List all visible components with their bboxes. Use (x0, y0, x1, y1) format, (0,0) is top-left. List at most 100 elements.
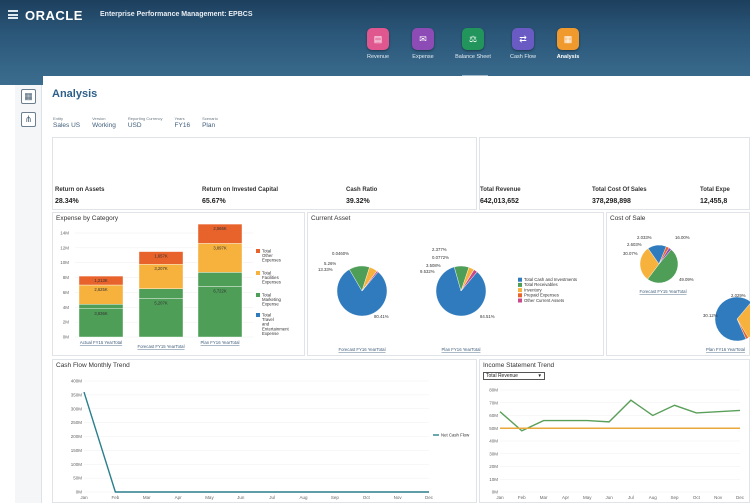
pov-label: Years (174, 116, 185, 121)
pie-slice[interactable] (647, 249, 679, 284)
kpi-panel-left (52, 137, 477, 210)
nav-card-strip: ▤ Revenue ✉ Expense ⚖ Balance Sheet ⇄ Ca… (360, 28, 595, 60)
pov-label: Version (92, 116, 106, 121)
expense-by-category-panel: Expense by Category 0M 2M 4M 6M 8M 10M 12M 14M … (52, 212, 305, 356)
expense-icon: ✉ (412, 28, 434, 50)
legend-label: Total (262, 313, 271, 318)
nav-card-revenue[interactable]: ▤ Revenue (360, 28, 396, 60)
x-tick-label: Oct (363, 495, 371, 500)
nav-card-expense[interactable]: ✉ Expense (405, 28, 441, 60)
current-asset-panel: Current Asset 80.41% 13.33% 5.26% 0.0460% Fo… (307, 212, 604, 356)
y-tick-label: 30M (489, 451, 498, 456)
nav-card-analysis[interactable]: ▦ Analysis (550, 28, 586, 60)
x-tick-label: Jun (237, 495, 245, 500)
legend-label: Travel (262, 317, 274, 322)
pov-value: USD (127, 122, 142, 129)
bar-segment[interactable] (138, 251, 184, 265)
pie-slice[interactable] (658, 247, 672, 265)
x-tick-label: Mar (540, 495, 548, 500)
x-tick-label: Sep (671, 495, 680, 500)
dashboard-grid-icon[interactable]: ▦ (21, 89, 36, 104)
bar-segment[interactable] (138, 298, 184, 338)
legend-label: Other (262, 253, 273, 258)
panel-title: Cash Flow Monthly Trend (56, 362, 130, 369)
x-tick-label: Dec (736, 495, 745, 500)
pie-slice[interactable] (460, 269, 478, 292)
pov-years[interactable]: Years FY16 (175, 116, 191, 129)
legend-label: Other Current Assets (524, 298, 564, 303)
legend-label: Net Cash Flow (441, 433, 470, 438)
kpi-value: 642,013,652 (480, 198, 519, 205)
legend-swatch (256, 271, 260, 275)
bar-segment[interactable] (78, 304, 124, 309)
bar-value-label: 1,213K (94, 278, 107, 283)
y-tick-label: 40M (489, 439, 498, 444)
cash-flow-trend-panel: Cash Flow Monthly Trend 0M 50M 100M 150M 200… (52, 359, 477, 503)
pie-slice[interactable] (714, 296, 750, 342)
series-line[interactable] (499, 399, 741, 432)
income-line-chart: 0M 10M 20M 30M 40M 50M 60M 70M 80M Jan Feb Mar Apr Ma… (489, 388, 745, 501)
legend-swatch (256, 313, 260, 317)
y-tick-label: 250M (71, 420, 83, 425)
category-label[interactable]: Plan FY16 YearTotal (201, 340, 240, 345)
nav-card-label: Cash Flow (510, 54, 536, 60)
pie-caption[interactable]: Plan FY16 YearTotal (442, 347, 481, 352)
x-tick-label: Feb (111, 495, 119, 500)
bar-segment[interactable] (197, 223, 243, 244)
current-asset-pie-1: 80.41% 13.33%5.26% 0.0460% Forecast FY16 Ye… (318, 251, 389, 352)
x-tick-label: Mar (143, 495, 151, 500)
bar-segment[interactable] (78, 308, 124, 338)
category-label[interactable]: Forecast FY15 YearTotal (137, 344, 184, 349)
pie-slice[interactable] (639, 248, 660, 280)
kpi-label: Return on Invested Capital (202, 187, 279, 193)
pie-caption[interactable]: Forecast FY15 YearTotal (639, 289, 686, 294)
bar-value-label: 2,566K (213, 226, 226, 231)
bar-segment[interactable] (138, 264, 184, 289)
x-tick-label: Jul (269, 495, 275, 500)
y-tick-label: 10M (489, 477, 498, 482)
hamburger-menu-icon[interactable] (8, 10, 18, 19)
pie-slice[interactable] (336, 269, 388, 317)
pie-slice-label: 2.377% (432, 247, 447, 252)
nav-card-balance-sheet[interactable]: ⚖ Balance Sheet (450, 28, 496, 60)
expense-bar-chart: 0M 2M 4M 6M 8M 10M 12M 14M 3,836K 2,625K 1,213K Ac… (60, 223, 290, 349)
income-measure-dropdown[interactable]: Total Revenue ▼ (483, 372, 545, 380)
pov-entity[interactable]: Entity Sales US (53, 116, 80, 129)
pov-currency[interactable]: Reporting Currency USD (128, 116, 163, 129)
legend-label: Facilities (262, 275, 279, 280)
legend-label: Expense (262, 331, 279, 336)
pie-slice-label: 2.033% (637, 235, 652, 240)
pov-scenario[interactable]: Scenario Plan (202, 116, 218, 129)
main-content: Analysis Entity Sales US Version Working… (43, 76, 750, 503)
bar-segment[interactable] (138, 288, 184, 299)
cost-of-sale-panel: Cost of Sale 49.09% 30.07% 16.00% 2.603% 2.0… (606, 212, 750, 356)
legend-label: Total Cash and Investments (524, 277, 577, 282)
y-tick-label: 8M (63, 275, 70, 280)
bar-segment[interactable] (197, 243, 243, 273)
hierarchy-icon[interactable]: ⋔ (21, 112, 36, 127)
category-label[interactable]: Actual FY15 YearTotal (80, 340, 122, 345)
pov-version[interactable]: Version Working (92, 116, 116, 129)
kpi-total-revenue: Total Revenue 642,013,652 (480, 187, 521, 205)
legend-swatch (518, 298, 522, 303)
bar-segment[interactable] (197, 272, 243, 287)
y-tick-label: 50M (489, 426, 498, 431)
pie-caption[interactable]: Plan FY16 YearTotal (706, 347, 745, 352)
y-tick-label: 150M (71, 448, 83, 453)
x-tick-label: Sep (331, 495, 340, 500)
x-tick-label: May (205, 495, 214, 500)
bar-segment[interactable] (78, 275, 124, 286)
y-tick-label: 200M (71, 434, 83, 439)
x-tick-label: Apr (175, 495, 183, 500)
pie-slice-label: 80.41% (374, 314, 389, 319)
bar-segment[interactable] (197, 286, 243, 338)
pov-value: Working (92, 122, 116, 129)
bar-value-label: 5,207K (154, 300, 167, 305)
pie-slice[interactable] (361, 270, 379, 292)
pie-caption[interactable]: Forecast FY16 YearTotal (338, 347, 385, 352)
nav-card-cash-flow[interactable]: ⇄ Cash Flow (505, 28, 541, 60)
series-line[interactable] (83, 391, 429, 493)
pie-slice[interactable] (736, 302, 750, 339)
